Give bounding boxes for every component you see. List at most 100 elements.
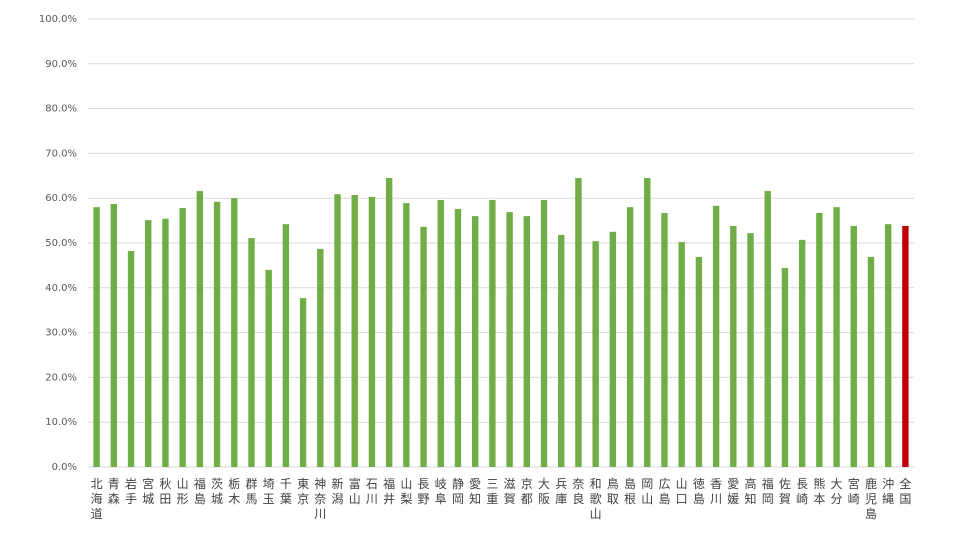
- bar: [489, 199, 496, 467]
- bar: [145, 220, 152, 467]
- x-tick-label: 茨城: [211, 477, 223, 506]
- x-tick-label: 愛知: [469, 477, 481, 506]
- bar: [506, 212, 513, 467]
- bar: [850, 225, 857, 467]
- x-tick-label: 愛媛: [727, 477, 739, 506]
- x-tick-label: 福島: [194, 476, 206, 506]
- y-tick-label: 40.0%: [45, 283, 77, 294]
- x-tick-label: 鳥取: [607, 476, 619, 506]
- y-tick-label: 10.0%: [45, 417, 77, 428]
- bar: [299, 298, 307, 467]
- x-tick-label: 香川: [710, 477, 722, 506]
- x-tick-label: 広島: [658, 477, 670, 506]
- x-tick-label: 兵庫: [555, 477, 567, 506]
- y-tick-label: 90.0%: [45, 59, 77, 70]
- y-tick-label: 60.0%: [45, 193, 77, 204]
- bar: [833, 207, 840, 467]
- x-tick-label: 山形: [177, 477, 189, 506]
- bar: [282, 224, 290, 467]
- x-tick-label: 岐阜: [435, 477, 447, 506]
- x-tick-label: 徳島: [693, 476, 705, 506]
- x-tick-label: 佐賀: [779, 477, 791, 506]
- x-tick-label: 熊本: [813, 476, 825, 506]
- x-tick-label: 山口: [676, 477, 688, 506]
- bar: [902, 225, 909, 467]
- bar: [162, 218, 169, 467]
- bar: [179, 208, 186, 467]
- x-tick-label: 宮城: [142, 476, 154, 506]
- bar: [609, 231, 617, 467]
- x-tick-label: 長野: [418, 477, 430, 506]
- bar: [265, 269, 272, 467]
- x-tick-label: 鹿児島: [865, 476, 877, 521]
- x-tick-label: 埼玉: [263, 477, 275, 506]
- y-tick-label: 50.0%: [45, 238, 77, 249]
- bar: [867, 256, 875, 467]
- bar: [884, 224, 892, 467]
- x-tick-label: 石川: [366, 477, 378, 506]
- x-tick-label: 高知: [745, 476, 757, 506]
- bar: [626, 207, 634, 467]
- x-tick-label: 山梨: [400, 477, 412, 506]
- x-tick-label: 神奈川: [314, 477, 326, 521]
- bar: [540, 199, 548, 467]
- x-tick-label: 三重: [486, 477, 498, 506]
- bar: [592, 241, 599, 467]
- y-tick-label: 20.0%: [45, 372, 77, 383]
- bar: [764, 191, 771, 468]
- x-tick-label: 青森: [108, 477, 120, 506]
- x-tick-label: 岡山: [641, 477, 653, 506]
- x-tick-label: 滋賀: [504, 477, 516, 506]
- bar: [231, 198, 238, 467]
- bar: [747, 233, 754, 467]
- bar: [127, 251, 135, 467]
- bar: [695, 256, 703, 467]
- bar: [523, 216, 531, 467]
- y-tick-label: 70.0%: [45, 148, 77, 159]
- x-tick-label: 静岡: [452, 477, 464, 506]
- bar: [471, 216, 479, 467]
- x-tick-label: 千葉: [280, 477, 292, 506]
- bar: [730, 225, 737, 467]
- bar: [644, 178, 651, 468]
- bar: [351, 195, 358, 467]
- x-tick-label: 福井: [383, 476, 395, 506]
- bar: [93, 207, 100, 467]
- bar: [454, 208, 462, 467]
- x-tick-label: 宮崎: [848, 476, 860, 506]
- x-tick-label: 富山: [349, 476, 361, 506]
- y-tick-label: 100.0%: [39, 14, 77, 25]
- x-tick-label: 長崎: [796, 477, 808, 506]
- bar: [661, 212, 668, 467]
- bar: [196, 191, 204, 468]
- y-tick-label: 80.0%: [45, 104, 77, 115]
- x-tick-label: 新潟: [332, 476, 344, 506]
- bar: [317, 248, 324, 467]
- x-tick-label: 大分: [831, 477, 843, 506]
- x-tick-label: 島根: [624, 476, 636, 506]
- bar: [816, 212, 823, 467]
- bar: [403, 203, 410, 468]
- x-tick-label: 秋田: [159, 477, 171, 506]
- x-tick-label: 京都: [521, 477, 533, 506]
- bar: [385, 178, 393, 468]
- bar: [437, 199, 444, 467]
- bar: [678, 242, 685, 467]
- bar: [781, 268, 789, 467]
- bar: [798, 239, 806, 467]
- bar: [248, 238, 255, 467]
- x-tick-label: 北海道: [91, 477, 103, 521]
- y-tick-label: 0.0%: [52, 462, 77, 473]
- y-tick-label: 30.0%: [45, 328, 77, 339]
- bar: [368, 196, 376, 467]
- bar: [110, 204, 118, 468]
- x-tick-label: 福岡: [762, 476, 774, 506]
- x-tick-label: 岩手: [125, 476, 137, 506]
- x-tick-label: 全国: [899, 476, 911, 506]
- bar: [420, 226, 427, 467]
- x-tick-label: 栃木: [228, 477, 240, 506]
- x-tick-label: 奈良: [572, 477, 584, 506]
- bar: [712, 205, 720, 468]
- x-tick-label: 東京: [297, 477, 309, 506]
